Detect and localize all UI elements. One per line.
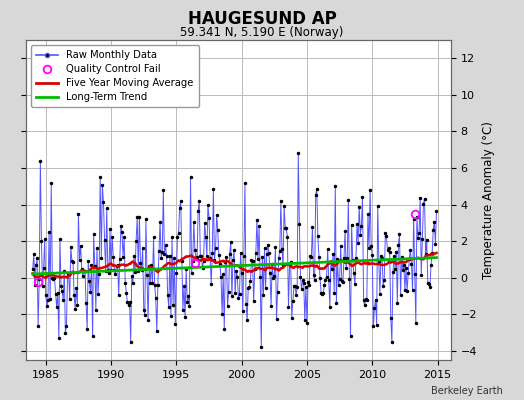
Text: HAUGESUND AP: HAUGESUND AP [188,10,336,28]
Text: Berkeley Earth: Berkeley Earth [431,386,503,396]
Legend: Raw Monthly Data, Quality Control Fail, Five Year Moving Average, Long-Term Tren: Raw Monthly Data, Quality Control Fail, … [31,45,199,107]
Text: 59.341 N, 5.190 E (Norway): 59.341 N, 5.190 E (Norway) [180,26,344,39]
Y-axis label: Temperature Anomaly (°C): Temperature Anomaly (°C) [483,121,495,279]
